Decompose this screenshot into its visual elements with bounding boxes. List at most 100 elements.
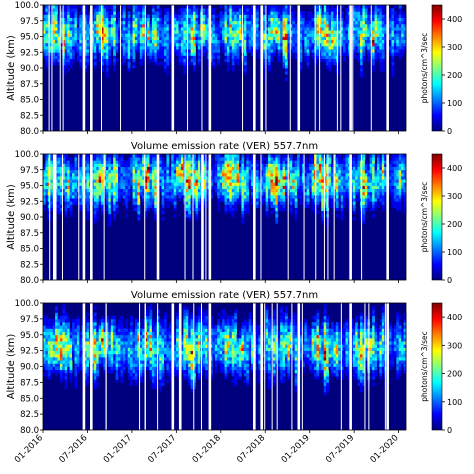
heatmap-cell [372, 17, 375, 22]
heatmap-cell [134, 172, 138, 177]
heatmap-cell [209, 39, 213, 44]
heatmap-cell [328, 23, 332, 28]
heatmap-cell [164, 55, 167, 59]
heatmap-cell [122, 194, 126, 199]
heatmap-cell [277, 5, 281, 9]
heatmap-cell [43, 201, 46, 205]
heatmap-cell [280, 39, 283, 44]
heatmap-cell [318, 179, 322, 183]
heatmap-cell [338, 163, 342, 167]
heatmap-cell [360, 74, 363, 78]
heatmap-cell [243, 42, 247, 47]
heatmap-cell [275, 23, 279, 28]
heatmap-cell [178, 160, 182, 164]
heatmap-cell [234, 185, 237, 190]
heatmap-cell [183, 58, 187, 63]
heatmap-cell [287, 5, 291, 9]
heatmap-cell [108, 39, 112, 44]
heatmap-cell [110, 8, 114, 12]
heatmap-cell [226, 49, 230, 53]
heatmap-cell [398, 14, 402, 18]
heatmap-cell [45, 176, 49, 180]
heatmap-cell [205, 169, 208, 174]
heatmap-cell [372, 42, 375, 47]
heatmap-cell [96, 8, 100, 12]
heatmap-cell [321, 39, 325, 44]
heatmap-cell [132, 182, 136, 186]
heatmap-cell [376, 188, 380, 193]
heatmap-cell [401, 39, 404, 44]
heatmap-cell [362, 169, 366, 174]
heatmap-cell [330, 163, 334, 167]
heatmap-cell [282, 39, 286, 44]
heatmap-cell [277, 176, 281, 180]
heatmap-cell [374, 8, 378, 12]
heatmap-cell [362, 39, 366, 44]
heatmap-cell [364, 23, 368, 28]
heatmap-cell [384, 198, 388, 202]
heatmap-cell [185, 163, 189, 167]
heatmap-cell [265, 163, 269, 167]
heatmap-cell [306, 49, 310, 53]
heatmap-cell [197, 55, 201, 59]
heatmap-cell [285, 166, 288, 171]
heatmap-cell [166, 36, 170, 41]
heatmap-cell [125, 185, 129, 190]
heatmap-cell [91, 36, 95, 41]
heatmap-cell [183, 49, 187, 53]
heatmap-cell [384, 20, 388, 25]
heatmap-cell [299, 185, 303, 190]
heatmap-cell [372, 169, 375, 174]
heatmap-cell [132, 169, 136, 174]
heatmap-cell [226, 191, 230, 196]
heatmap-cell [93, 36, 97, 41]
heatmap-cell [243, 169, 247, 174]
heatmap-cell [64, 185, 68, 190]
heatmap-cell [301, 33, 305, 37]
heatmap-cell [268, 30, 271, 34]
heatmap-cell [372, 160, 375, 164]
heatmap-cell [270, 154, 274, 158]
heatmap-cell [270, 33, 274, 37]
heatmap-cell [125, 188, 129, 193]
heatmap-cell [316, 188, 320, 193]
heatmap-cell [185, 179, 189, 183]
heatmap-cell [50, 194, 54, 199]
heatmap-cell [168, 23, 172, 28]
heatmap-cell [381, 45, 385, 50]
heatmap-cell [369, 201, 373, 205]
heatmap-cell [183, 42, 187, 47]
heatmap-cell [372, 198, 375, 202]
heatmap-cell [115, 49, 119, 53]
heatmap-cell [103, 27, 107, 31]
heatmap-cell [86, 191, 90, 196]
heatmap-cell [125, 179, 129, 183]
heatmap-cell [362, 198, 366, 202]
heatmap-cell [52, 30, 56, 34]
heatmap-cell [384, 185, 388, 190]
heatmap-cell [268, 201, 271, 205]
heatmap-cell [122, 188, 126, 193]
heatmap-cell [93, 207, 97, 212]
heatmap-cell [381, 176, 385, 180]
heatmap-cell [364, 179, 368, 183]
heatmap-cell [282, 201, 286, 205]
heatmap-cell [234, 33, 237, 37]
heatmap-cell [91, 20, 95, 25]
heatmap-cell [168, 45, 172, 50]
heatmap-cell [282, 58, 286, 63]
heatmap-cell [147, 176, 150, 180]
heatmap-cell [231, 68, 235, 72]
heatmap-cell [270, 194, 274, 199]
heatmap-cell [173, 14, 177, 18]
heatmap-cell [289, 160, 293, 164]
heatmap-cell [285, 185, 288, 190]
heatmap-cell [321, 27, 325, 31]
heatmap-cell [161, 55, 165, 59]
heatmap-cell [369, 160, 373, 164]
heatmap-cell [265, 42, 269, 47]
heatmap-cell [255, 42, 259, 47]
heatmap-cell [217, 166, 221, 171]
heatmap-cell [132, 11, 136, 15]
heatmap-cell [248, 11, 252, 15]
